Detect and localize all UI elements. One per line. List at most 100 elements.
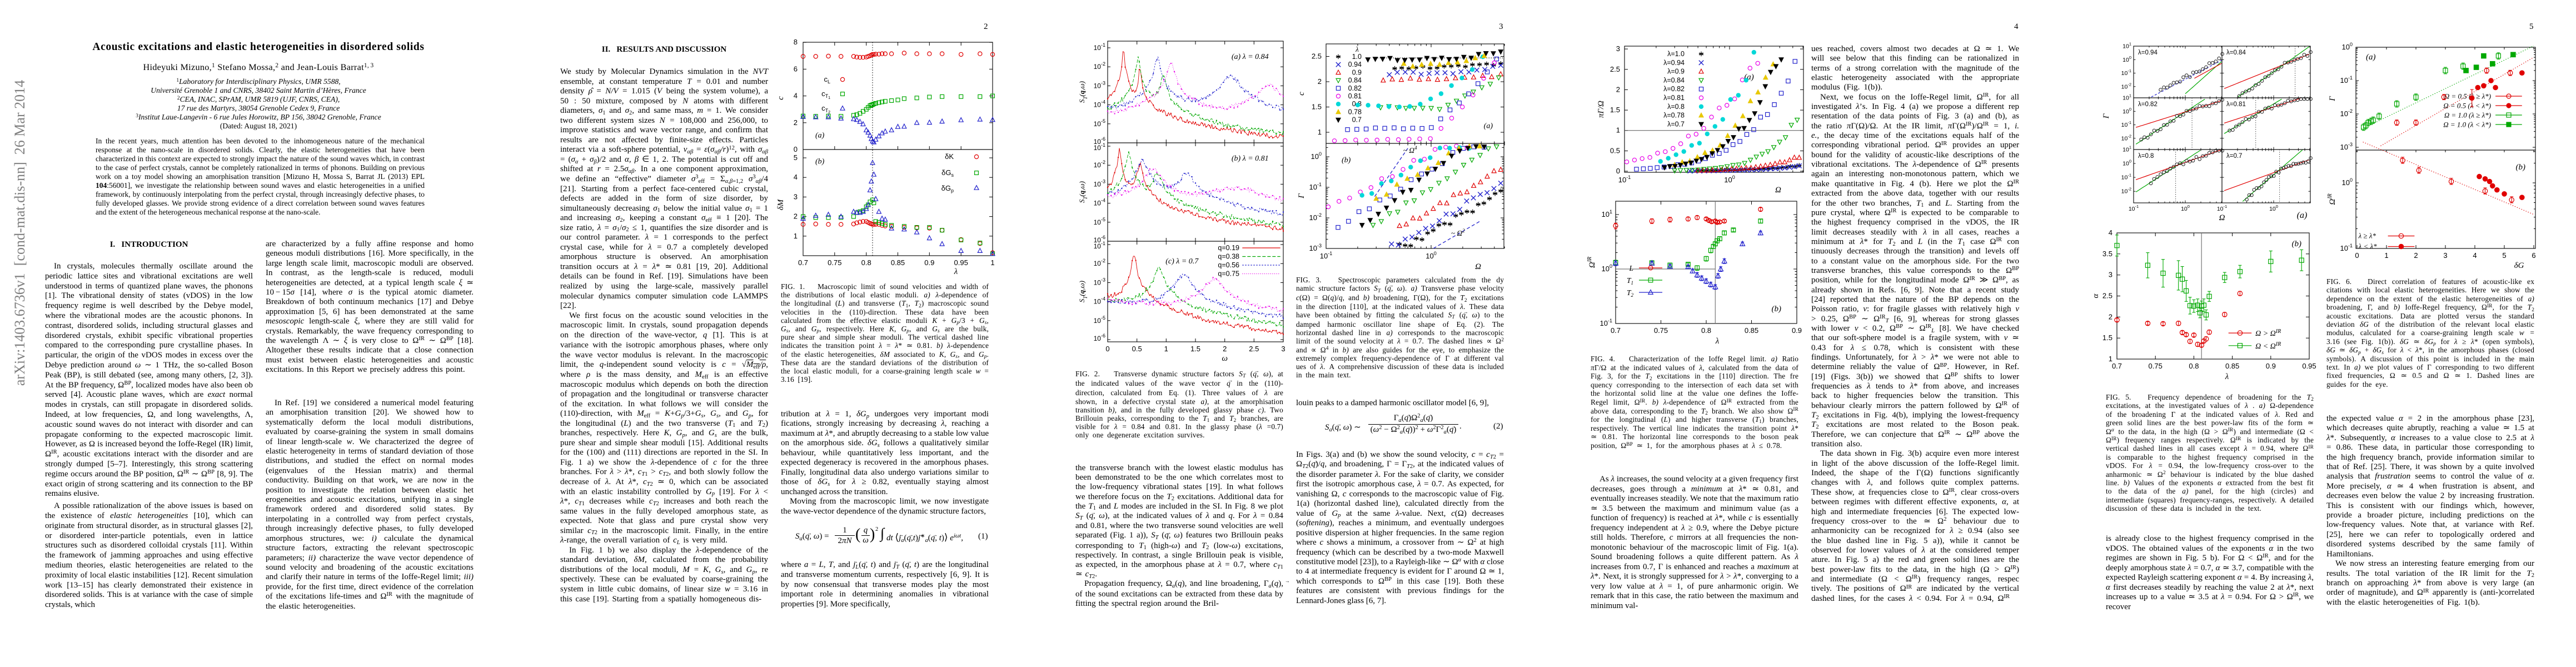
svg-text:Ω = 0.5 (λ < λ*): Ω = 0.5 (λ < λ*) <box>2443 102 2491 110</box>
svg-text:10-1: 10-1 <box>1618 175 1631 184</box>
svg-text:2: 2 <box>794 212 798 221</box>
svg-text:Ω: Ω <box>2219 213 2225 222</box>
svg-text:λ=0.8: λ=0.8 <box>2138 153 2154 160</box>
svg-text:1: 1 <box>2109 355 2112 363</box>
svg-text:λ ≥ λ*: λ ≥ λ* <box>2358 232 2376 240</box>
svg-text:101: 101 <box>2122 93 2131 102</box>
svg-text:6: 6 <box>2532 251 2535 260</box>
svg-text:4: 4 <box>2473 251 2477 260</box>
svg-text:10-1: 10-1 <box>1094 142 1105 152</box>
svg-text:10-1: 10-1 <box>2121 120 2131 128</box>
svg-text:2.5: 2.5 <box>1249 345 1259 353</box>
svg-text:α: α <box>2091 293 2100 298</box>
svg-text:0.85: 0.85 <box>1745 326 1758 335</box>
svg-text:0.8: 0.8 <box>2189 362 2199 370</box>
svg-text:1: 1 <box>1318 128 1322 136</box>
svg-text:ΩIR: ΩIR <box>2327 193 2337 205</box>
svg-text:λ=0.7: λ=0.7 <box>1667 120 1685 128</box>
svg-text:πΓ/Ω: πΓ/Ω <box>1597 101 1606 118</box>
svg-text:4: 4 <box>794 92 798 100</box>
svg-text:λ: λ <box>954 267 958 276</box>
svg-text:0.8: 0.8 <box>1701 326 1711 335</box>
svg-text:0.5: 0.5 <box>1610 146 1620 155</box>
svg-text:L: L <box>1628 264 1633 272</box>
svg-text:3: 3 <box>2109 271 2112 279</box>
svg-text:q=0.75: q=0.75 <box>1218 270 1239 278</box>
svg-text:(a): (a) <box>2366 53 2376 62</box>
svg-text:0.75: 0.75 <box>1654 326 1668 335</box>
svg-text:λ: λ <box>1355 45 1359 53</box>
svg-text:100: 100 <box>2122 55 2131 63</box>
svg-text:4: 4 <box>2109 228 2112 237</box>
svg-text:Γ: Γ <box>1297 193 1306 199</box>
svg-text:(a): (a) <box>2297 211 2308 220</box>
svg-text:0.9: 0.9 <box>1792 326 1802 335</box>
svg-text:10-1: 10-1 <box>1309 182 1322 191</box>
svg-text:100: 100 <box>2269 204 2278 212</box>
svg-text:10-3: 10-3 <box>1309 243 1322 252</box>
svg-text:(a): (a) <box>1484 122 1493 131</box>
svg-text:10-5: 10-5 <box>1094 217 1105 226</box>
svg-text:(b): (b) <box>1342 156 1351 165</box>
svg-text:Γ: Γ <box>2102 113 2111 119</box>
svg-text:λ=0.81: λ=0.81 <box>2226 101 2246 108</box>
svg-text:100: 100 <box>2122 107 2131 115</box>
svg-text:Ω: Ω <box>1475 262 1481 271</box>
svg-text:10-1: 10-1 <box>1320 251 1332 260</box>
svg-text:3.5: 3.5 <box>2102 250 2112 258</box>
svg-text:~ Ω4: ~ Ω4 <box>1403 145 1417 155</box>
svg-text:λ=0.8: λ=0.8 <box>1667 103 1685 111</box>
svg-text:T2: T2 <box>1627 288 1634 298</box>
svg-text:0.84: 0.84 <box>1348 77 1362 84</box>
svg-text:2: 2 <box>1318 77 1322 86</box>
svg-text:1: 1 <box>990 258 994 267</box>
svg-text:(b): (b) <box>2292 240 2302 248</box>
svg-text:q=0.56: q=0.56 <box>1218 261 1239 269</box>
svg-text:10-1: 10-1 <box>2129 204 2139 212</box>
svg-text:10-5: 10-5 <box>1094 315 1105 325</box>
svg-text:(b) λ = 0.81: (b) λ = 0.81 <box>1232 155 1269 163</box>
svg-text:10-2: 10-2 <box>2121 82 2131 90</box>
svg-text:5: 5 <box>794 153 798 162</box>
svg-text:λ=0.82: λ=0.82 <box>2138 101 2158 108</box>
svg-text:100: 100 <box>1602 263 1612 273</box>
svg-text:0.9: 0.9 <box>1352 68 1362 76</box>
svg-text:0: 0 <box>794 145 798 153</box>
svg-text:1.5: 1.5 <box>1312 103 1322 111</box>
svg-text:1.0: 1.0 <box>1352 53 1362 61</box>
svg-text:10-1: 10-1 <box>2340 243 2353 252</box>
svg-text:100: 100 <box>2181 204 2190 212</box>
svg-text:5: 5 <box>2502 251 2506 260</box>
svg-text:δM: δM <box>776 198 785 210</box>
svg-text:1.5: 1.5 <box>1610 106 1620 114</box>
svg-text:λ=0.84: λ=0.84 <box>2226 49 2246 56</box>
svg-text:λ < λ*: λ < λ* <box>2358 242 2378 251</box>
svg-text:10-3: 10-3 <box>1094 80 1105 89</box>
svg-text:λ=1.0: λ=1.0 <box>1667 50 1685 58</box>
svg-text:(b): (b) <box>1772 305 1782 313</box>
svg-text:3: 3 <box>1616 44 1620 53</box>
svg-text:10-2: 10-2 <box>1094 61 1105 71</box>
svg-text:10-1: 10-1 <box>2340 75 2353 84</box>
svg-text:Ω > ΩIR: Ω > ΩIR <box>2255 328 2281 338</box>
svg-text:10-2: 10-2 <box>2121 133 2131 142</box>
svg-text:10-5: 10-5 <box>1094 118 1105 128</box>
svg-text:λ: λ <box>2225 372 2229 381</box>
svg-text:10-3: 10-3 <box>2340 142 2353 151</box>
svg-text:Γ: Γ <box>2328 96 2337 102</box>
svg-text:0.75: 0.75 <box>828 258 841 267</box>
svg-text:100: 100 <box>1724 175 1735 184</box>
svg-text:3: 3 <box>794 192 798 201</box>
svg-text:10-2: 10-2 <box>2340 108 2353 118</box>
svg-text:c: c <box>776 96 785 100</box>
svg-text:2.5: 2.5 <box>2102 292 2112 300</box>
svg-text:Ω = 1.0 (λ < λ*): Ω = 1.0 (λ < λ*) <box>2443 121 2491 129</box>
svg-text:λ=0.84: λ=0.84 <box>1663 76 1685 84</box>
svg-text:0.8: 0.8 <box>861 258 871 267</box>
svg-text:10-1: 10-1 <box>1094 42 1105 52</box>
svg-text:0.75: 0.75 <box>2149 362 2163 370</box>
svg-text:4: 4 <box>794 173 798 181</box>
svg-text:0.85: 0.85 <box>2225 362 2239 370</box>
svg-text:(c) λ = 0.7: (c) λ = 0.7 <box>1165 257 1199 266</box>
svg-text:2: 2 <box>2109 312 2112 321</box>
